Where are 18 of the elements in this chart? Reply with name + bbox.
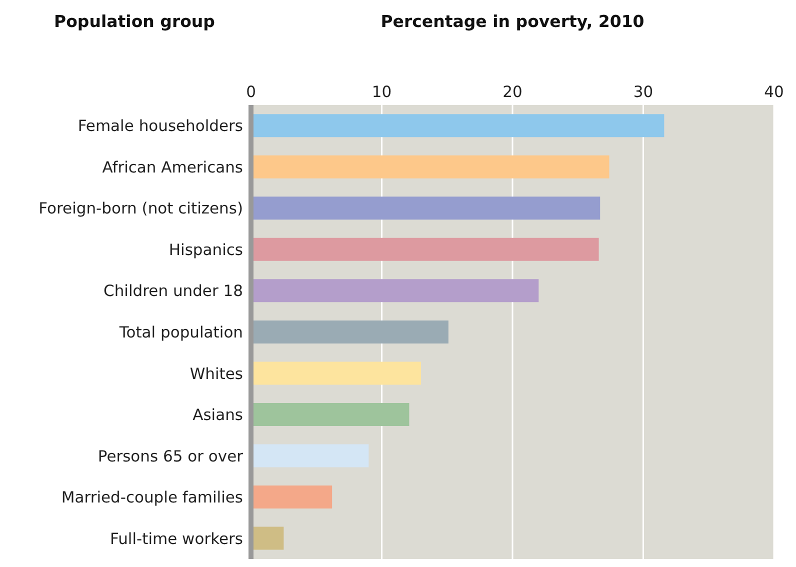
y-tick-label: Children under 18	[104, 282, 243, 300]
y-tick-label: Total population	[118, 324, 243, 342]
y-tick-label: Persons 65 or over	[98, 447, 244, 466]
y-tick-label: Whites	[190, 364, 243, 383]
x-tick-label: 30	[633, 83, 654, 101]
x-tick-label: 20	[502, 83, 522, 101]
y-tick-label: Full-time workers	[110, 530, 243, 548]
y-tick-label: Hispanics	[168, 240, 243, 259]
y-tick-label: African Americans	[102, 158, 243, 176]
y-axis-title: Population group	[54, 12, 215, 31]
y-tick-label: Female householders	[78, 117, 243, 136]
x-axis-title: Percentage in poverty, 2010	[380, 12, 646, 31]
x-tick-label: 10	[372, 83, 392, 101]
y-tick-label: Asians	[192, 406, 243, 424]
y-tick-label: Married-couple families	[61, 488, 243, 507]
y-tick-label: Foreign-born (not citizens)	[38, 200, 243, 218]
x-tick-label: 0	[246, 83, 256, 101]
x-tick-label: 40	[764, 83, 784, 101]
